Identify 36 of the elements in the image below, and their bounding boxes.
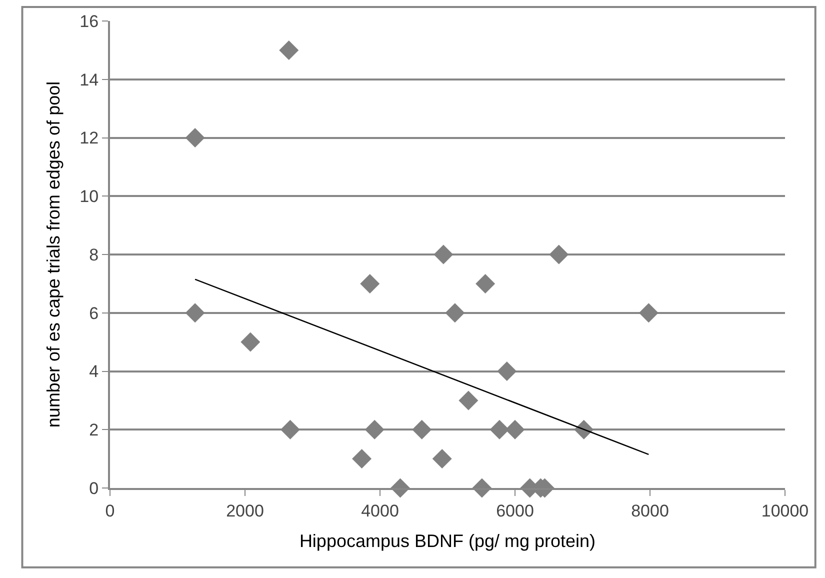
y-tick-label: 14	[80, 70, 99, 90]
point	[490, 420, 510, 440]
point	[458, 390, 478, 410]
y-tick-label: 12	[80, 128, 99, 148]
point	[360, 274, 380, 294]
x-tick-label: 2000	[226, 501, 264, 520]
point	[185, 303, 205, 323]
x-tick-label: 10000	[761, 501, 809, 520]
point	[445, 303, 465, 323]
y-tick-label: 8	[89, 245, 99, 264]
x-tick-label: 6000	[496, 501, 534, 520]
y-tick-label: 0	[89, 478, 99, 498]
x-tick-label: 8000	[631, 501, 669, 520]
y-axis-title: number of es cape trials from edges of pool	[43, 81, 64, 428]
y-tick-label: 4	[89, 362, 99, 382]
point	[497, 362, 517, 381]
point	[185, 128, 205, 148]
x-axis-title: Hippocampus BDNF (pg/ mg protein)	[299, 531, 596, 551]
point	[432, 449, 452, 469]
point	[476, 274, 496, 294]
x-tick-label: 0	[105, 501, 115, 520]
y-tick-label: 16	[80, 12, 99, 31]
point	[412, 420, 432, 440]
point	[352, 449, 372, 469]
point	[638, 303, 658, 323]
point	[505, 420, 525, 440]
point	[280, 420, 300, 440]
y-tick-label: 2	[89, 420, 99, 440]
x-tick-label: 4000	[361, 501, 399, 520]
y-tick-label: 10	[80, 187, 99, 206]
point	[364, 420, 384, 440]
point	[240, 332, 260, 352]
point	[549, 244, 569, 264]
y-tick-label: 6	[89, 304, 99, 323]
point	[434, 244, 454, 264]
point	[279, 40, 299, 60]
